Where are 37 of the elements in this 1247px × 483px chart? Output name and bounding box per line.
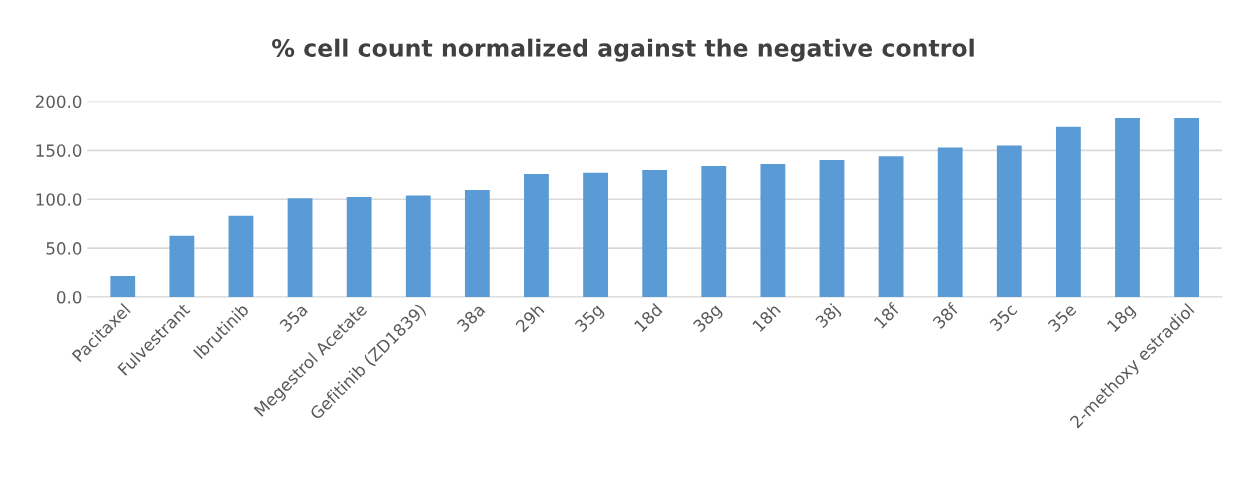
bar <box>583 172 608 298</box>
bar <box>819 160 845 298</box>
x-tick-label: 38j <box>814 303 843 331</box>
bar <box>1055 126 1081 298</box>
x-tick-label: 18h <box>751 302 781 333</box>
bar <box>1174 118 1200 298</box>
bar <box>701 165 727 298</box>
x-tick-label: 35a <box>278 303 309 333</box>
x-tick-label: 18g <box>1106 303 1138 335</box>
bar <box>346 196 372 298</box>
bar <box>110 276 136 298</box>
bar <box>169 235 195 298</box>
x-tick-label: 38a <box>456 303 486 333</box>
y-tick-label: 0.0 <box>57 291 82 304</box>
y-tick-label: 150.0 <box>36 144 82 157</box>
x-tick-label: 38g <box>692 303 725 335</box>
bar <box>760 164 786 298</box>
y-tick-label: 50.0 <box>46 242 82 255</box>
x-tick-label: 35c <box>988 302 1018 332</box>
bar <box>878 156 904 298</box>
x-tick-label: 35e <box>1047 302 1077 333</box>
y-tick-label: 100.0 <box>36 193 82 206</box>
bar <box>642 169 668 298</box>
chart-title: % cell count normalized against the negative control <box>272 38 974 62</box>
y-tick-label: 200.0 <box>35 95 82 108</box>
x-tick-label: 18f <box>873 301 901 329</box>
x-tick-label: 38f <box>931 301 960 330</box>
x-tick-label: 29h <box>514 302 545 333</box>
bar <box>228 215 254 298</box>
bar <box>524 173 549 298</box>
x-tick-label: 35g <box>574 303 606 335</box>
bar <box>405 195 431 298</box>
bar <box>287 198 313 298</box>
bar <box>996 145 1022 298</box>
bar <box>1115 118 1140 298</box>
bar <box>464 190 490 298</box>
bar <box>937 147 963 298</box>
